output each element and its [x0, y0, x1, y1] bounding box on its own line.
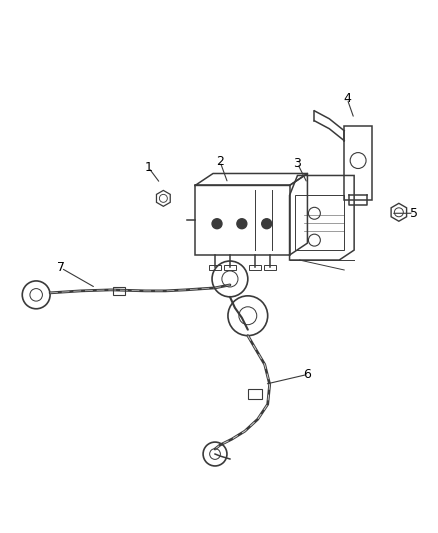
Circle shape [262, 219, 272, 229]
Text: 1: 1 [145, 161, 152, 174]
Bar [264, 265, 276, 270]
Text: 3: 3 [293, 157, 301, 170]
Bar [224, 265, 236, 270]
Bar [195, 185, 290, 255]
Text: 2: 2 [216, 155, 224, 168]
Circle shape [237, 219, 247, 229]
Bar [209, 265, 221, 270]
Text: 7: 7 [57, 262, 65, 274]
Bar [344, 126, 372, 200]
Text: 6: 6 [304, 368, 311, 381]
Bar [249, 265, 261, 270]
Bar [248, 389, 262, 399]
Circle shape [212, 219, 222, 229]
Text: 5: 5 [410, 207, 418, 220]
Text: 4: 4 [343, 92, 351, 106]
Bar [294, 196, 344, 250]
Bar [113, 287, 124, 295]
